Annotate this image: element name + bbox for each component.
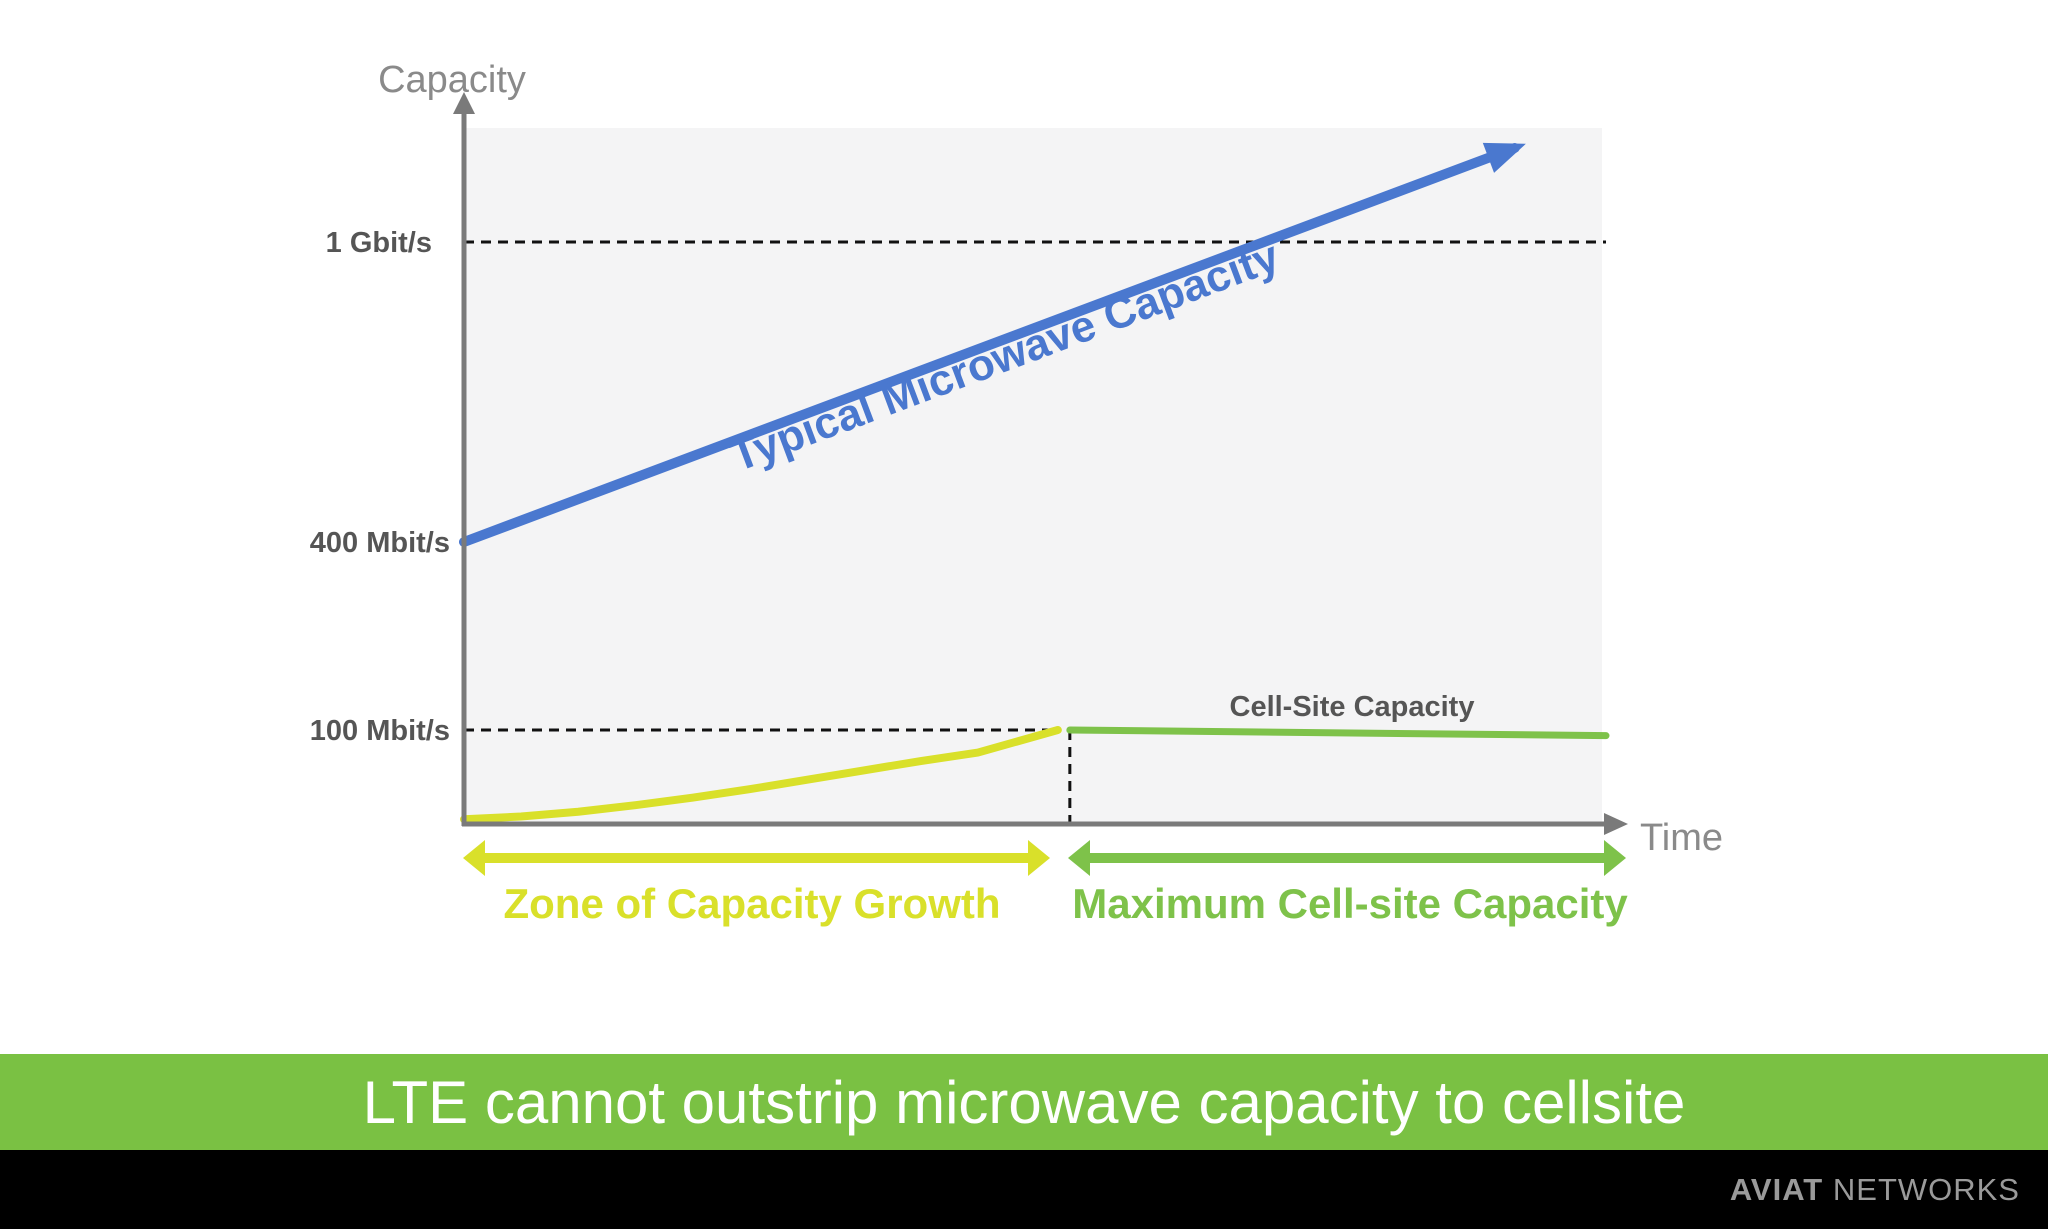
headline-text: LTE cannot outstrip microwave capacity t… bbox=[362, 1068, 1686, 1136]
aviat-networks-logo: AVIAT NETWORKS bbox=[1730, 1172, 2020, 1208]
y-tick-label-100: 100 Mbit/s bbox=[310, 715, 450, 747]
y-tick-label-400: 400 Mbit/s bbox=[310, 527, 450, 559]
zone-arrow-right-head-1 bbox=[1604, 840, 1626, 876]
cell-site-series-label: Cell-Site Capacity bbox=[1230, 691, 1475, 723]
y-axis-title: Capacity bbox=[378, 59, 526, 101]
x-axis-arrowhead bbox=[1604, 813, 1628, 835]
capacity-growth-curve bbox=[460, 726, 1062, 824]
headline-banner: LTE cannot outstrip microwave capacity t… bbox=[0, 1054, 2048, 1150]
zone-arrow-left-head-0 bbox=[463, 840, 485, 876]
microwave-capacity-line bbox=[459, 143, 1520, 547]
y-axis-arrowhead bbox=[453, 92, 475, 114]
logo-suffix: NETWORKS bbox=[1832, 1172, 2020, 1207]
cell-site-capacity-line bbox=[1066, 726, 1610, 740]
logo-brand: AVIAT bbox=[1729, 1172, 1824, 1207]
zone-label-1: Maximum Cell-site Capacity bbox=[1072, 880, 1628, 927]
capacity-chart: Zone of Capacity Growth Maximum Cell-site… bbox=[310, 59, 1723, 927]
plot-background bbox=[466, 128, 1602, 824]
zone-label-0: Zone of Capacity Growth bbox=[503, 880, 1000, 927]
microwave-arrowhead bbox=[1482, 142, 1526, 173]
footer-bar: AVIAT NETWORKS bbox=[0, 1150, 2048, 1229]
y-tick-label-1000: 1 Gbit/s bbox=[326, 227, 432, 259]
zone-arrow-right-head-0 bbox=[1028, 840, 1050, 876]
zone-arrow-left-head-1 bbox=[1068, 840, 1090, 876]
x-axis-title: Time bbox=[1640, 817, 1723, 859]
